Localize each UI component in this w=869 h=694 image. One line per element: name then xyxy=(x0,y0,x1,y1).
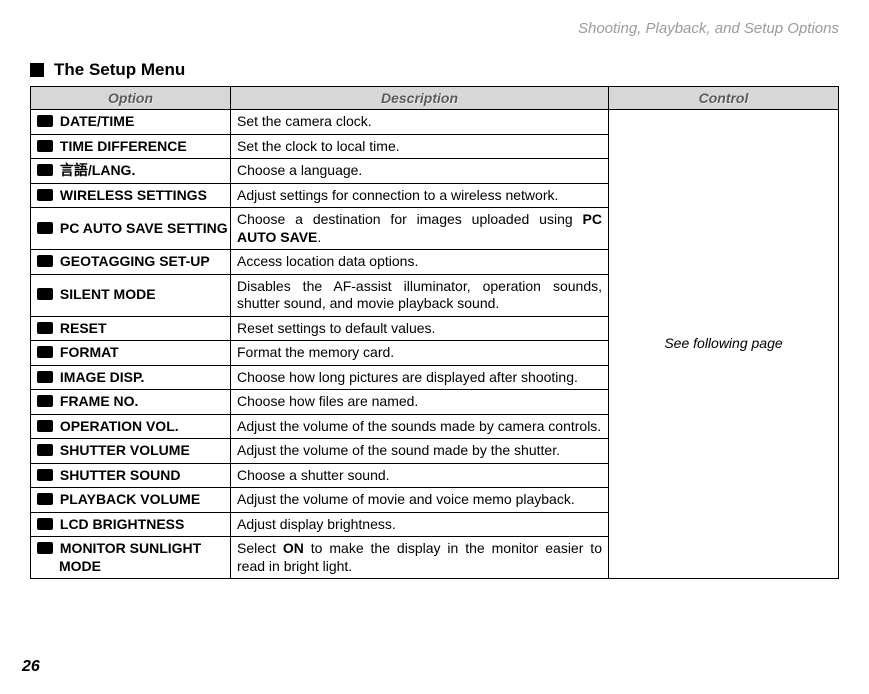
option-icon xyxy=(37,288,53,300)
description-cell: Adjust display brightness. xyxy=(231,512,609,537)
option-icon xyxy=(37,469,53,481)
option-icon xyxy=(37,371,53,383)
option-cell: DATE/TIME xyxy=(31,110,231,135)
description-cell: Select ON to make the display in the mon… xyxy=(231,537,609,579)
page-number: 26 xyxy=(22,658,40,676)
option-cell: PLAYBACK VOLUME xyxy=(31,488,231,513)
description-cell: Choose a destination for images uploaded… xyxy=(231,208,609,250)
header-control: Control xyxy=(609,87,839,110)
option-icon xyxy=(37,395,53,407)
breadcrumb: Shooting, Playback, and Setup Options xyxy=(578,20,839,37)
option-icon xyxy=(37,346,53,358)
description-cell: Choose a shutter sound. xyxy=(231,463,609,488)
description-cell: Format the memory card. xyxy=(231,341,609,366)
content-area: The Setup Menu Option Description Contro… xyxy=(30,60,839,579)
option-icon xyxy=(37,420,53,432)
option-cell: GEOTAGGING SET-UP xyxy=(31,250,231,275)
description-cell: Adjust the volume of the sound made by t… xyxy=(231,439,609,464)
section-title: The Setup Menu xyxy=(30,60,839,80)
description-cell: Adjust the volume of movie and voice mem… xyxy=(231,488,609,513)
option-icon xyxy=(37,542,53,554)
option-cell: SILENT MODE xyxy=(31,274,231,316)
description-cell: Adjust settings for connection to a wire… xyxy=(231,183,609,208)
header-description: Description xyxy=(231,87,609,110)
section-title-text: The Setup Menu xyxy=(54,60,185,80)
table-row: DATE/TIMESet the camera clock.See follow… xyxy=(31,110,839,135)
description-cell: Disables the AF-assist illuminator, oper… xyxy=(231,274,609,316)
option-cell: TIME DIFFERENCE xyxy=(31,134,231,159)
description-cell: Choose a language. xyxy=(231,159,609,184)
option-icon xyxy=(37,255,53,267)
option-icon xyxy=(37,444,53,456)
option-icon xyxy=(37,322,53,334)
option-cell: PC AUTO SAVE SETTING xyxy=(31,208,231,250)
option-icon xyxy=(37,493,53,505)
option-cell: MONITOR SUNLIGHTMODE xyxy=(31,537,231,579)
description-cell: Choose how long pictures are displayed a… xyxy=(231,365,609,390)
setup-menu-table: Option Description Control DATE/TIMESet … xyxy=(30,86,839,579)
option-cell: LCD BRIGHTNESS xyxy=(31,512,231,537)
option-cell: 言語/LANG. xyxy=(31,159,231,184)
header-option: Option xyxy=(31,87,231,110)
option-icon xyxy=(37,115,53,127)
option-cell: RESET xyxy=(31,316,231,341)
option-icon xyxy=(37,189,53,201)
square-bullet-icon xyxy=(30,63,44,77)
option-icon xyxy=(37,222,53,234)
option-cell: FRAME NO. xyxy=(31,390,231,415)
description-cell: Set the camera clock. xyxy=(231,110,609,135)
description-cell: Choose how files are named. xyxy=(231,390,609,415)
option-icon xyxy=(37,140,53,152)
control-cell: See following page xyxy=(609,110,839,579)
option-icon xyxy=(37,518,53,530)
option-icon xyxy=(37,164,53,176)
option-cell: OPERATION VOL. xyxy=(31,414,231,439)
option-cell: SHUTTER VOLUME xyxy=(31,439,231,464)
description-cell: Access location data options. xyxy=(231,250,609,275)
description-cell: Set the clock to local time. xyxy=(231,134,609,159)
description-cell: Adjust the volume of the sounds made by … xyxy=(231,414,609,439)
description-cell: Reset settings to default values. xyxy=(231,316,609,341)
table-header-row: Option Description Control xyxy=(31,87,839,110)
option-cell: SHUTTER SOUND xyxy=(31,463,231,488)
option-cell: WIRELESS SETTINGS xyxy=(31,183,231,208)
option-cell: IMAGE DISP. xyxy=(31,365,231,390)
option-cell: FORMAT xyxy=(31,341,231,366)
